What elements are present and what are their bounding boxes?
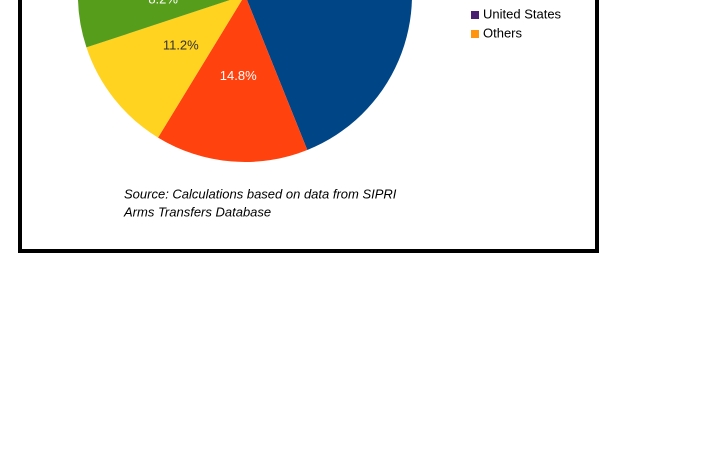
source-line: Source: Calculations based on data from … <box>124 186 397 201</box>
slice-label: 8.2% <box>148 0 178 7</box>
slice-label: 14.8% <box>220 68 257 83</box>
slice-label: 11.2% <box>163 37 199 52</box>
legend-label: Others <box>483 25 523 40</box>
legend-label: United States <box>483 6 562 21</box>
source-line: Arms Transfers Database <box>123 204 271 219</box>
pie-slice <box>158 0 308 162</box>
legend-swatch <box>471 30 479 38</box>
pie-slice <box>247 0 412 150</box>
legend-swatch <box>471 11 479 19</box>
pie-slice <box>86 0 242 138</box>
pie-slice <box>78 0 230 48</box>
legend-label: Ireland <box>483 0 523 2</box>
